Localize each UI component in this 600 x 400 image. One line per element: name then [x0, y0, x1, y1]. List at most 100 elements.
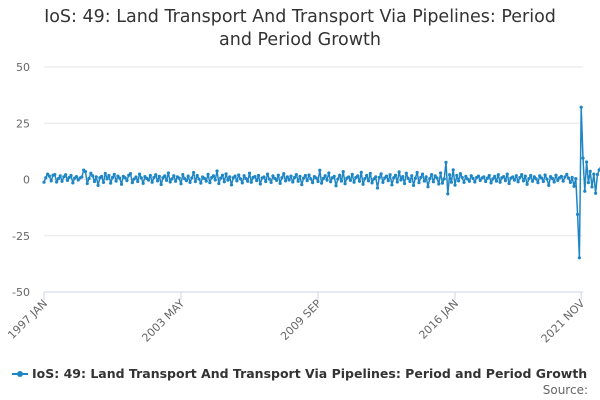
data-point [491, 177, 495, 181]
data-point [186, 174, 190, 178]
data-point [118, 176, 122, 180]
data-point [561, 179, 565, 183]
data-point [363, 177, 367, 181]
x-tick-label: 1997 JAN [5, 297, 50, 342]
data-point [545, 177, 549, 181]
data-point [87, 176, 91, 180]
data-point [238, 177, 243, 181]
data-point [366, 179, 371, 183]
data-point [536, 181, 540, 185]
y-axis: 50 25 0 -25 -50 [12, 61, 30, 299]
data-point [347, 175, 351, 179]
data-point [119, 182, 124, 186]
data-point [512, 178, 517, 182]
data-point [321, 176, 326, 180]
data-point [413, 176, 417, 180]
data-point [402, 181, 407, 186]
data-point [229, 183, 234, 187]
data-point [565, 172, 569, 176]
data-point [381, 180, 385, 185]
data-point [547, 183, 551, 187]
data-point [154, 173, 158, 177]
y-tick-label: 0 [23, 174, 30, 187]
data-point [424, 175, 428, 179]
source-label: Source: [542, 383, 588, 397]
y-tick-label: 25 [16, 117, 30, 130]
data-point [157, 174, 161, 178]
data-point [469, 174, 473, 178]
data-point [361, 182, 365, 186]
data-point [332, 174, 336, 178]
data-point [255, 179, 259, 183]
data-point [174, 179, 178, 183]
data-point [199, 181, 203, 185]
data-point [105, 177, 109, 181]
data-point [356, 174, 360, 178]
data-point [404, 171, 408, 175]
y-tick-label: -50 [12, 286, 30, 299]
data-point [386, 179, 390, 183]
x-tick-label: 2021 NOV [539, 297, 588, 346]
data-point [80, 175, 84, 179]
data-point [449, 180, 453, 184]
data-point [100, 174, 104, 178]
data-point [91, 174, 95, 178]
data-point [103, 171, 107, 176]
data-point [244, 177, 248, 181]
data-point [213, 178, 217, 182]
data-point [226, 178, 230, 182]
data-point [579, 105, 583, 109]
data-point [494, 179, 499, 183]
data-point [309, 177, 313, 181]
data-point [224, 172, 228, 176]
data-point [462, 180, 466, 185]
data-point [249, 180, 253, 184]
data-point [253, 174, 257, 179]
data-point [150, 180, 154, 184]
data-point [141, 181, 145, 185]
data-point [473, 180, 477, 184]
data-point [426, 185, 430, 189]
data-point [282, 172, 286, 176]
data-point [280, 176, 284, 180]
data-point [318, 168, 322, 172]
legend-label: IoS: 49: Land Transport And Transport Vi… [32, 366, 588, 381]
data-point [247, 171, 252, 175]
data-point [92, 179, 97, 184]
data-point [181, 172, 185, 177]
data-point [514, 174, 518, 178]
data-point [552, 180, 556, 184]
data-point [401, 174, 405, 179]
data-point [429, 172, 434, 177]
data-point [242, 174, 246, 178]
data-point [583, 189, 587, 193]
data-point [334, 184, 338, 188]
data-point [437, 182, 441, 186]
y-tick-label: 50 [16, 61, 30, 74]
data-point [521, 179, 526, 183]
data-point [285, 175, 289, 179]
data-point [451, 168, 455, 172]
data-point [159, 182, 163, 187]
data-point [572, 184, 576, 188]
data-point [393, 173, 398, 177]
data-point [114, 179, 118, 183]
data-point [235, 179, 239, 183]
legend[interactable]: IoS: 49: Land Transport And Transport Vi… [12, 366, 587, 381]
data-point [301, 176, 306, 180]
data-point [42, 180, 46, 184]
data-point [110, 175, 115, 180]
data-point [155, 179, 160, 183]
data-point [137, 172, 142, 176]
data-point [300, 183, 304, 187]
data-point [559, 174, 563, 178]
data-point [415, 170, 419, 175]
data-point [94, 175, 98, 179]
data-point [476, 174, 481, 178]
data-point [365, 173, 369, 178]
data-point [530, 179, 535, 183]
data-point [464, 174, 468, 178]
gridlines [44, 66, 583, 237]
chart-title-line-2: and Period Growth [219, 30, 381, 50]
data-point [505, 172, 509, 176]
